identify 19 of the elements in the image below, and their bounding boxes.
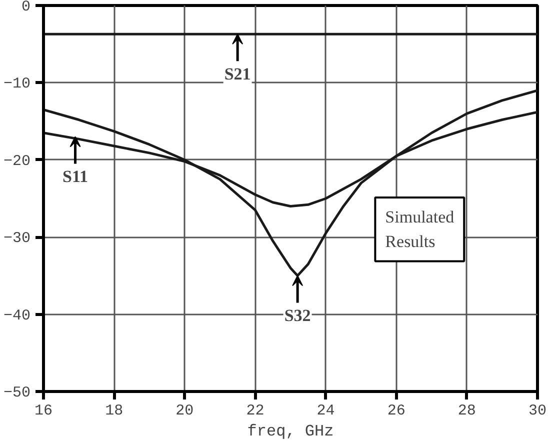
x-tick-label: 22 <box>246 402 264 420</box>
x-tick-label: 20 <box>176 402 194 420</box>
x-tick-label: 24 <box>316 402 335 420</box>
x-tick-label: 28 <box>458 402 476 420</box>
x-tick-label: 30 <box>528 402 547 420</box>
y-tick-label: −30 <box>3 230 31 248</box>
y-tick-label: −20 <box>3 152 31 170</box>
x-tick-label: 16 <box>34 402 53 420</box>
y-tick-label: 0 <box>22 0 31 16</box>
x-tick-label: 26 <box>387 402 406 420</box>
x-tick-label: 18 <box>105 402 124 420</box>
annotation: Simulated Results <box>385 208 455 252</box>
y-tick-label: −40 <box>3 307 31 324</box>
y-tick-label: −50 <box>3 384 31 402</box>
y-tick-label: −10 <box>3 76 31 93</box>
annotation: S32 <box>284 306 311 326</box>
annotation: S11 <box>62 167 88 186</box>
annotation: S21 <box>224 64 251 84</box>
x-axis-title: freq, GHz <box>247 422 334 440</box>
